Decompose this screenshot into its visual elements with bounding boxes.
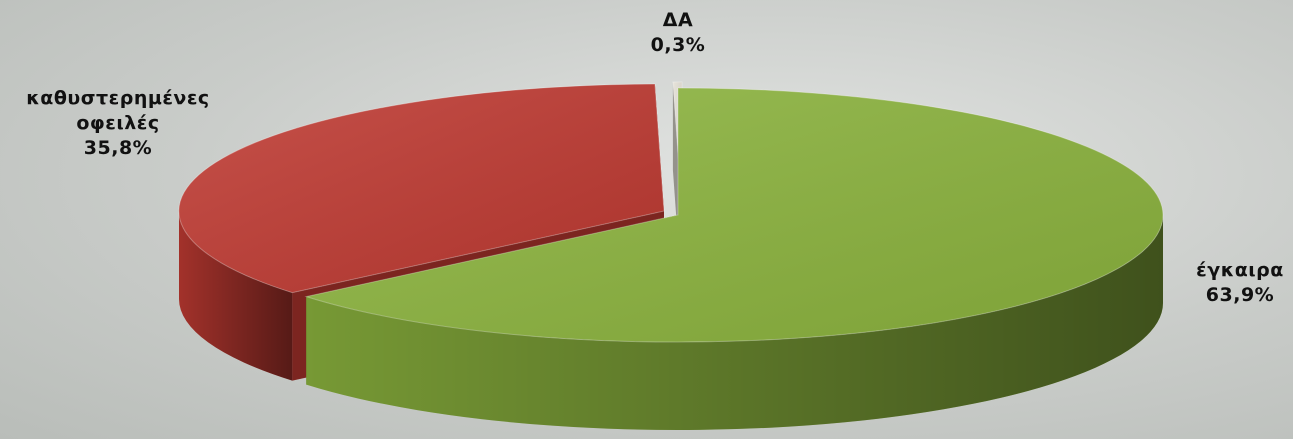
pie-plot	[0, 0, 1293, 439]
value-label: 35,8%	[0, 136, 238, 161]
value-label: 0,3%	[618, 33, 738, 58]
category-label: ΔΑ	[618, 8, 738, 33]
category-label: καθυστερημένες οφειλές	[0, 86, 238, 136]
chart: έγκαιρα63,9% καθυστερημένες οφειλές35,8% Δ…	[0, 0, 1293, 439]
value-label: 63,9%	[1175, 283, 1293, 308]
category-label: έγκαιρα	[1175, 258, 1293, 283]
